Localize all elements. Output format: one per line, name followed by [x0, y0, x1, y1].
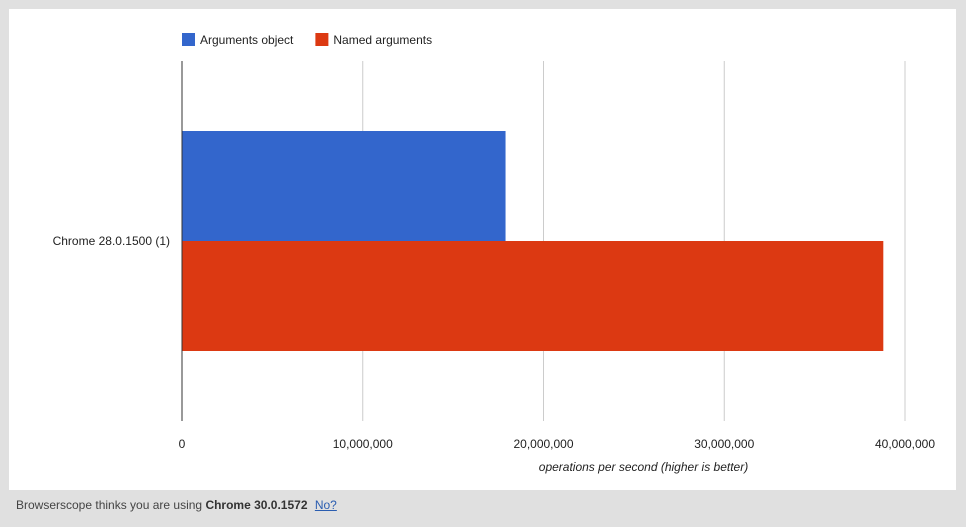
legend-label: Arguments object — [200, 33, 294, 47]
bar — [182, 131, 506, 241]
x-tick-label: 30,000,000 — [694, 437, 754, 451]
x-axis-title: operations per second (higher is better) — [539, 460, 748, 474]
browser-detect-footer: Browserscope thinks you are using Chrome… — [16, 498, 337, 512]
x-tick-label: 40,000,000 — [875, 437, 935, 451]
footer-prefix: Browserscope thinks you are using — [16, 498, 203, 512]
x-tick-label: 0 — [179, 437, 186, 451]
legend-swatch — [315, 33, 329, 46]
chart-panel: Arguments object Named arguments 0 10,000,… — [9, 9, 956, 490]
not-my-browser-link[interactable]: No? — [314, 498, 337, 512]
detected-browser: Chrome 30.0.1572 — [205, 498, 308, 512]
bar-chart: Arguments object Named arguments 0 10,000,… — [53, 33, 935, 474]
category-label: Chrome 28.0.1500 (1) — [53, 234, 170, 248]
legend-label: Named arguments — [333, 33, 432, 47]
x-tick-label: 20,000,000 — [513, 437, 573, 451]
bar — [182, 241, 884, 351]
legend-swatch — [182, 33, 195, 46]
x-tick-label: 10,000,000 — [333, 437, 393, 451]
